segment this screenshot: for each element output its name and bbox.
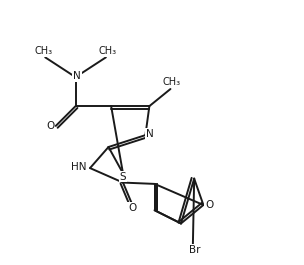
Text: O: O	[205, 200, 213, 210]
Text: O: O	[47, 121, 55, 131]
Text: N: N	[73, 71, 81, 81]
Text: CH₃: CH₃	[35, 46, 53, 56]
Text: CH₃: CH₃	[98, 46, 116, 56]
Text: S: S	[120, 171, 126, 182]
Text: Br: Br	[189, 245, 201, 255]
Text: CH₃: CH₃	[163, 77, 181, 87]
Text: HN: HN	[71, 162, 87, 172]
Text: O: O	[128, 203, 136, 213]
Text: N: N	[146, 129, 154, 139]
